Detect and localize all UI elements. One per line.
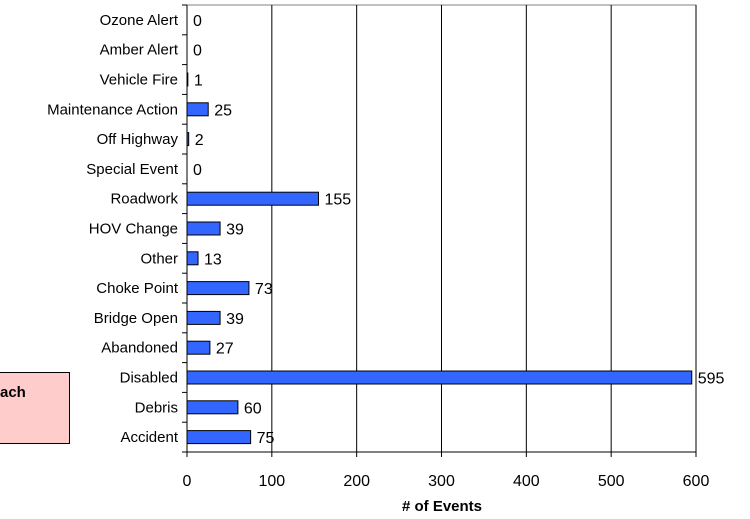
bar	[186, 221, 221, 236]
value-label: 39	[226, 311, 244, 328]
bar	[186, 102, 209, 117]
value-label: 595	[698, 371, 725, 388]
value-label: 0	[193, 13, 202, 30]
category-label: Choke Point	[96, 280, 179, 297]
bar	[186, 191, 319, 206]
value-label: 39	[226, 222, 244, 239]
category-label: Bridge Open	[94, 310, 178, 327]
x-tick-label: 500	[598, 473, 625, 490]
category-label: HOV Change	[89, 221, 178, 238]
value-label: 1	[194, 73, 203, 90]
grid-lines	[182, 4, 697, 457]
x-tick-label: 400	[513, 473, 540, 490]
value-label: 60	[244, 400, 262, 417]
bar	[186, 281, 250, 296]
value-label: 27	[216, 341, 234, 358]
category-label: Roadwork	[110, 191, 178, 208]
x-tick-label: 0	[183, 473, 192, 490]
bar	[186, 400, 239, 415]
category-label: Ozone Alert	[100, 12, 179, 29]
category-label: Vehicle Fire	[100, 72, 178, 89]
value-label: 25	[214, 102, 232, 119]
category-labels: Ozone Alert Amber Alert Vehicle Fire Mainte…	[47, 12, 179, 446]
x-tick-label: 200	[343, 473, 370, 490]
category-label: Maintenance Action	[47, 101, 178, 118]
category-label: Amber Alert	[100, 42, 179, 59]
value-label: 0	[193, 43, 202, 60]
x-tick-label: 600	[683, 473, 710, 490]
category-label: Special Event	[86, 161, 179, 178]
category-label: Off Highway	[97, 131, 179, 148]
value-label: 155	[324, 192, 351, 209]
category-label: Abandoned	[101, 340, 178, 357]
x-axis-title: # of Events	[402, 498, 482, 515]
side-note-box: ach	[0, 372, 70, 444]
x-tick-label: 300	[428, 473, 455, 490]
category-label: Other	[140, 250, 178, 267]
value-label: 0	[193, 162, 202, 179]
x-tick-labels: 0 100 200 300 400 500 600	[183, 473, 710, 490]
bar	[186, 72, 189, 87]
value-label: 2	[195, 132, 204, 149]
bar	[186, 370, 693, 385]
category-label: Debris	[135, 399, 178, 416]
side-note-text: ach	[0, 384, 26, 401]
category-label: Disabled	[120, 370, 178, 387]
bar	[186, 340, 211, 355]
bar	[186, 430, 252, 445]
bar	[186, 251, 199, 266]
category-label: Accident	[120, 429, 178, 446]
bar	[186, 310, 221, 325]
value-label: 73	[255, 281, 273, 298]
value-label: 75	[257, 430, 275, 447]
x-tick-label: 100	[258, 473, 285, 490]
bar	[186, 132, 190, 147]
bars-group	[186, 72, 693, 445]
value-label: 13	[204, 251, 222, 268]
